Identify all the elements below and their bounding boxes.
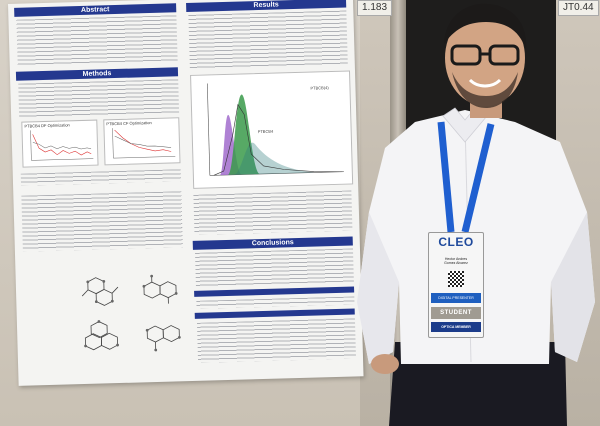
chart-right-graphic	[112, 128, 176, 159]
molecule-label-2: PTBCB(4)	[310, 85, 329, 91]
badge-name-line1: Hector Andres	[444, 257, 468, 261]
badge-name: Hector Andres Gomez Alvarez	[431, 257, 481, 265]
spectrum-graphic	[206, 83, 344, 176]
badge-student-ribbon: STUDENT	[431, 307, 481, 319]
conclusions-text	[195, 248, 354, 287]
chart-caption-text	[20, 169, 182, 186]
poster-section-conclusions: Conclusions	[192, 236, 353, 250]
poster-section-bar-references	[194, 308, 355, 319]
chart-left-graphic	[30, 130, 94, 161]
poster-section-methods: Methods	[15, 67, 179, 81]
molecule-icon	[142, 274, 178, 304]
badge-logo: CLEO	[438, 235, 474, 249]
booth-number-left: 1.183	[357, 0, 393, 16]
qr-code-icon	[448, 271, 464, 287]
booth-number-right: JT0.44	[558, 0, 599, 16]
badge-presenter-strip: DIGITAL PRESENTER	[431, 293, 481, 303]
references-text	[196, 318, 357, 363]
methods-text	[18, 79, 180, 118]
poster-section-bar-acknowledgements	[194, 286, 355, 297]
name-badge: CLEO Hector Andres Gomez Alvarez DIGITAL…	[428, 232, 484, 338]
abstract-text	[16, 15, 178, 66]
molecule-label-1: PTBCB4	[257, 128, 274, 135]
poster-section-abstract: Abstract	[14, 3, 177, 17]
poster-chart-right: PTBCB4 CF Optimization	[103, 117, 181, 166]
acknowledgements-text	[196, 296, 355, 309]
research-poster: Abstract Methods PTBCB4 DF Optimization …	[8, 0, 364, 386]
badge-name-line2: Gomez Alvarez	[444, 261, 468, 265]
molecule-icon	[84, 320, 119, 351]
molecule-icon	[145, 325, 181, 352]
poster-chart-left: PTBCB4 DF Optimization	[21, 119, 99, 168]
presenter-head	[444, 3, 527, 118]
poster-spectrum-chart	[190, 70, 354, 189]
molecule-icon	[81, 277, 119, 306]
badge-member-ribbon: OPTICA MEMBER	[431, 322, 481, 332]
results-body-text	[193, 190, 353, 235]
methods-body-text	[21, 191, 183, 252]
results-text	[188, 10, 348, 69]
